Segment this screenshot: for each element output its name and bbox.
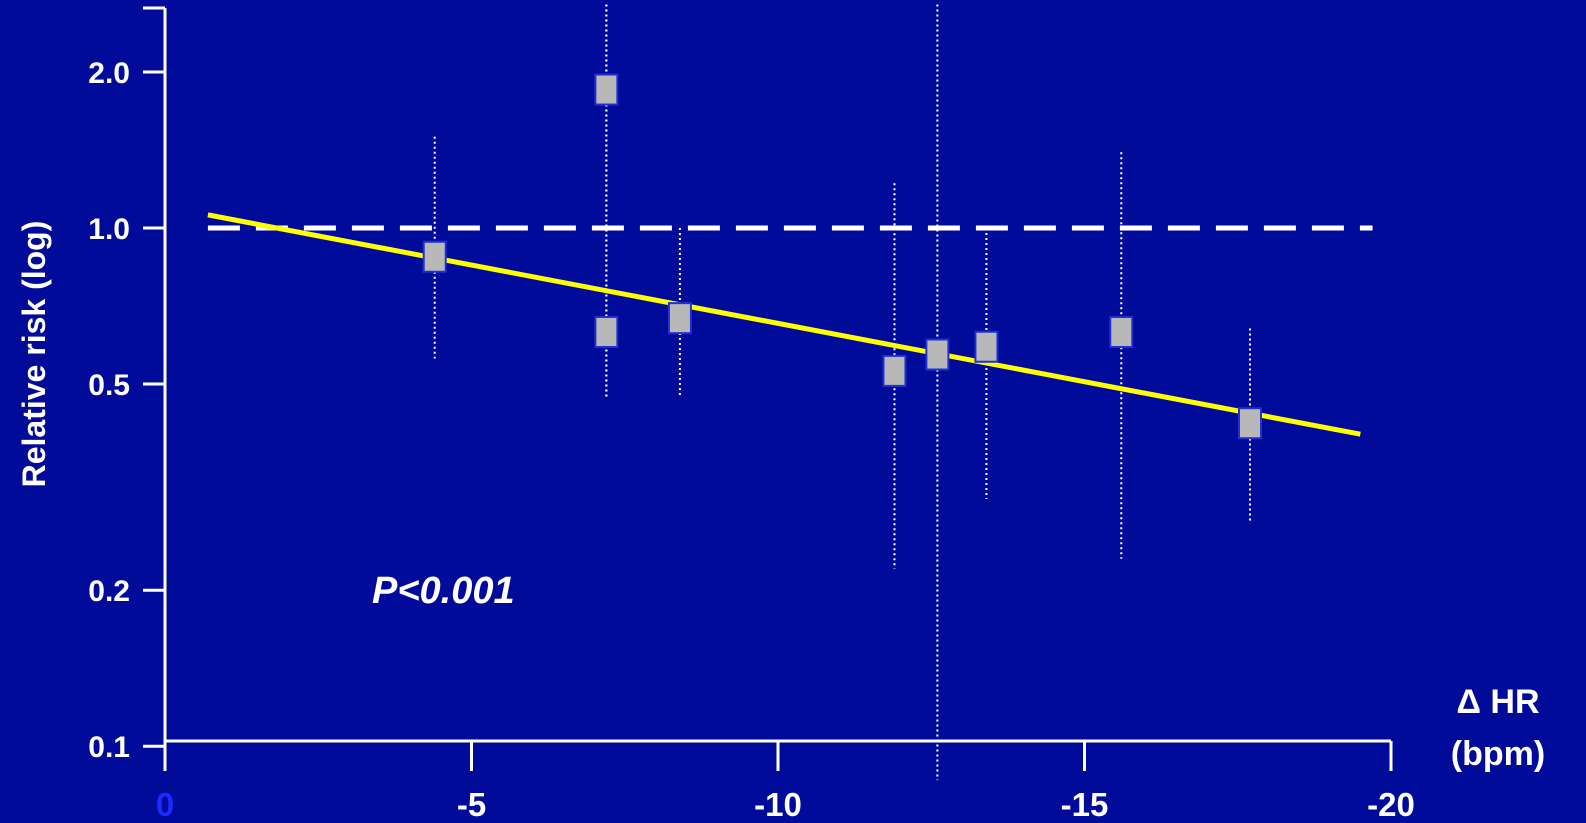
y-tick-label: 0.5 (88, 369, 130, 402)
x-tick-label: -10 (754, 786, 802, 823)
data-point (1238, 407, 1263, 440)
data-point (422, 240, 447, 273)
data-point (925, 338, 950, 371)
data-points (422, 73, 1263, 440)
x-tick-label: 0 (156, 786, 174, 823)
x-axis-label: Δ HR (1457, 683, 1540, 721)
data-point (594, 315, 619, 348)
y-axis-label: Relative risk (log) (16, 221, 52, 488)
y-tick-label: 1.0 (88, 213, 130, 246)
y-tick-label: 0.2 (88, 575, 130, 608)
data-point (882, 354, 907, 387)
fit-line (207, 212, 1361, 437)
data-point (667, 302, 692, 335)
x-tick-label: -15 (1061, 786, 1109, 823)
y-tick-label: 2.0 (88, 57, 130, 90)
x-tick-label: -5 (457, 786, 486, 823)
p-value-annotation: P<0.001 (372, 570, 515, 612)
data-point (594, 73, 619, 106)
data-point (974, 330, 999, 363)
x-tick-label: -20 (1367, 786, 1415, 823)
x-axis: 0 -5 -10 -15 -20 (156, 739, 1415, 823)
y-axis: 2.0 1.0 0.5 0.2 0.1 (88, 6, 167, 764)
data-point (1109, 315, 1134, 348)
x-axis-unit-label: (bpm) (1451, 735, 1545, 773)
y-tick-label: 0.1 (88, 731, 130, 764)
